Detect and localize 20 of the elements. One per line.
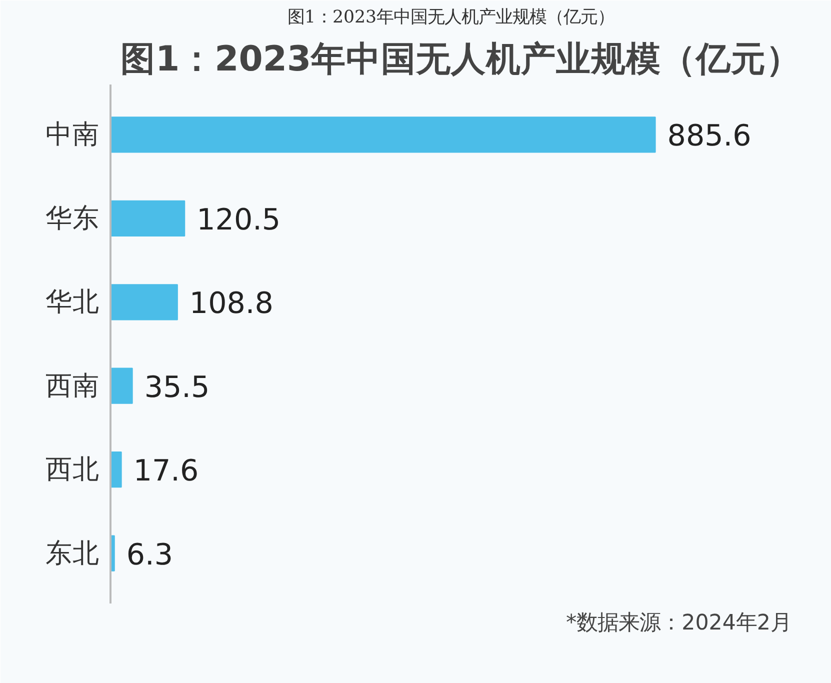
data-label: 108.8 xyxy=(189,286,274,320)
bar xyxy=(110,451,122,488)
chart-title: 图1：2023年中国无人机产业规模（亿元） xyxy=(120,40,802,80)
bar xyxy=(110,284,178,320)
y-tick-label: 东北 xyxy=(46,538,100,569)
y-tick-label: 华东 xyxy=(46,202,100,234)
text: *数据来源：2024年2月 xyxy=(566,610,792,636)
caption: 图1：2023年中国无人机产业规模（亿元） xyxy=(287,8,615,28)
data-label: 885.6 xyxy=(667,118,752,153)
y-tick-label: 西南 xyxy=(46,370,100,402)
y-tick-label: 华北 xyxy=(46,286,100,318)
data-label: 6.3 xyxy=(126,537,174,572)
bar xyxy=(110,200,186,237)
y-tick-label: 中南 xyxy=(46,119,100,150)
y-tick-label: 西北 xyxy=(46,454,100,486)
bar xyxy=(110,368,133,404)
data-label: 17.6 xyxy=(133,454,199,488)
data-label: 120.5 xyxy=(196,202,281,236)
bar xyxy=(110,116,656,153)
data-label: 35.5 xyxy=(144,370,210,404)
